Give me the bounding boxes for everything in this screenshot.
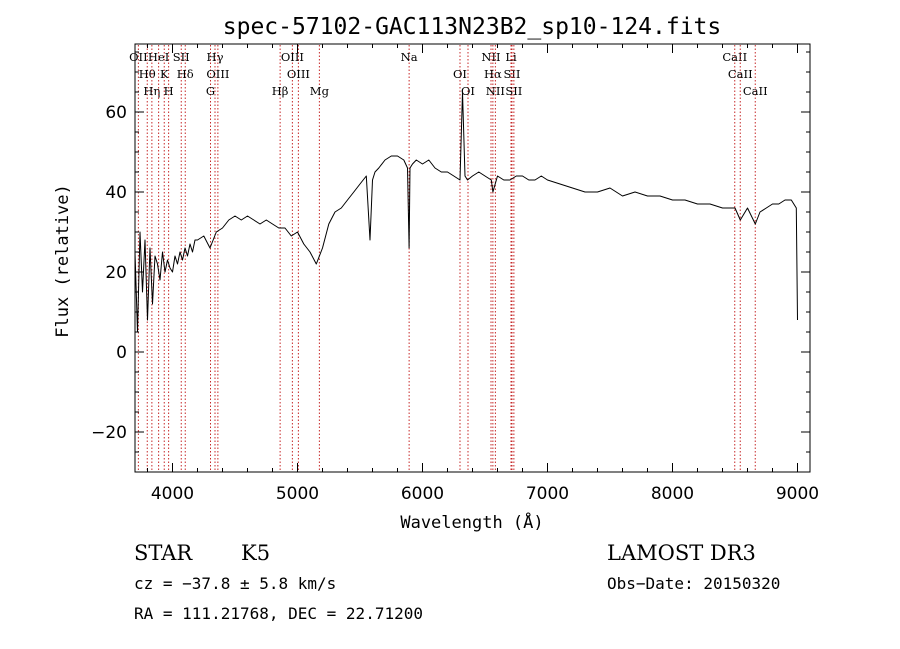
redshift-velocity: cz = −37.8 ± 5.8 km/s [134,574,336,593]
y-axis-label: Flux (relative) [53,184,73,338]
y-tick-label: 40 [105,183,127,203]
y-tick-label: 20 [105,263,127,283]
line-marker-label: CaII [728,67,753,81]
line-marker-label: SII [504,67,521,81]
y-tick-label: 60 [105,103,127,123]
chart-title: spec-57102-GAC113N23B2_sp10-124.fits [223,14,722,40]
x-tick-label: 5000 [276,484,319,504]
line-marker-label: Hθ [139,67,156,81]
line-marker-label: K [160,67,169,81]
line-marker-label: NII [481,50,500,64]
observation-date: Obs−Date: 20150320 [607,574,780,593]
line-marker-label: Mg [310,84,330,98]
line-marker-label: SII [505,84,522,98]
line-marker-label: OIII [287,67,310,81]
line-marker-label: SII [173,50,190,64]
y-tick-label: 0 [116,343,127,363]
ra-dec-coordinates: RA = 111.21768, DEC = 22.71200 [134,604,423,623]
object-class: STAR [134,541,193,565]
line-marker-label: Hγ [207,50,224,64]
line-marker-label: NII [486,84,505,98]
line-marker-label: OI [453,67,467,81]
x-tick-label: 9000 [776,484,819,504]
line-marker-label: Hδ [177,67,194,81]
x-tick-label: 6000 [401,484,444,504]
x-axis-label: Wavelength (Å) [400,511,543,533]
line-markers: OIIHθHηHeIKHSIIHδGHγOIIIHβOIIIOIIIMgNaOI… [129,45,768,471]
object-subclass: K5 [241,541,270,565]
line-marker-label: OI [461,84,475,98]
line-marker-label: H [164,84,174,98]
line-marker-label: Hα [484,67,502,81]
x-tick-label: 8000 [651,484,694,504]
line-marker-label: HeI [148,50,169,64]
x-axis: 4000 5000 6000 7000 8000 9000 [147,44,819,504]
survey-name: LAMOST DR3 [607,541,756,565]
line-marker-label: CaII [722,50,747,64]
y-tick-label: −20 [91,423,127,443]
y-axis: −20 0 20 40 60 [91,51,810,473]
line-marker-label: Hβ [272,84,289,98]
line-marker-label: CaII [743,84,768,98]
line-marker-label: G [206,84,215,98]
line-marker-label: OII [129,50,148,64]
spectrum-line [134,91,798,333]
line-marker-label: OIII [206,67,229,81]
plot-frame [134,43,811,473]
line-marker-label: Li [505,50,517,64]
x-tick-label: 7000 [526,484,569,504]
line-marker-label: Hη [143,84,160,98]
line-marker-label: OIII [281,50,304,64]
series-layer [134,91,798,333]
x-tick-label: 4000 [151,484,194,504]
line-marker-label: Na [401,50,418,64]
